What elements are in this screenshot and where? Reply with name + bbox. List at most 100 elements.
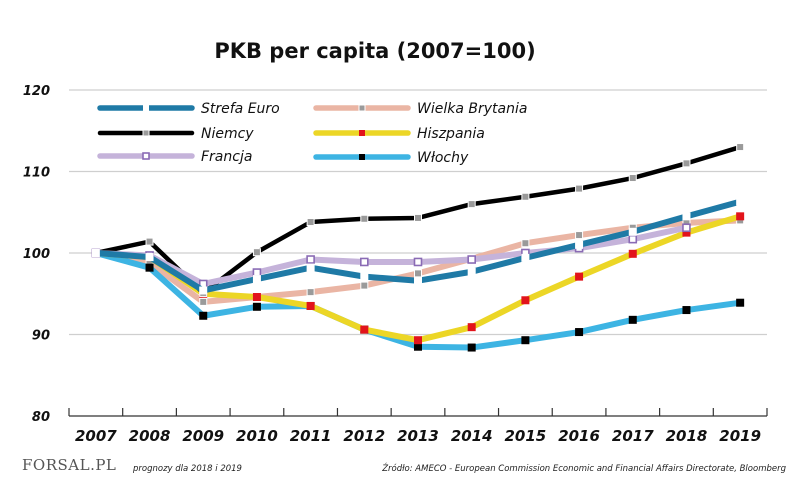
data-point — [360, 214, 369, 223]
legend-item: Niemcy — [97, 126, 254, 142]
x-tick-label: 2016 — [558, 427, 600, 445]
data-point — [628, 174, 637, 183]
x-tick-label: 2013 — [397, 427, 439, 445]
data-point — [682, 212, 691, 221]
data-point — [628, 234, 638, 244]
data-point — [413, 257, 423, 267]
legend-marker — [358, 104, 366, 112]
y-tick-label: 110 — [23, 166, 50, 181]
data-point — [467, 323, 476, 332]
data-point — [252, 302, 261, 311]
legend-label: Francja — [201, 149, 252, 165]
data-point — [628, 227, 637, 236]
y-tick-label: 120 — [23, 84, 50, 99]
legend: Strefa Euro Niemcy Francja Wielka Brytania H… — [97, 101, 527, 166]
data-point — [628, 315, 637, 324]
legend-marker — [142, 152, 150, 160]
legend-item: Hiszpania — [313, 126, 485, 142]
data-point — [360, 257, 369, 267]
data-point — [521, 253, 530, 262]
x-tick-label: 2007 — [75, 427, 117, 445]
forsal-logo: FORSAL.PL — [22, 456, 116, 474]
data-point — [628, 249, 637, 258]
y-tick-label: 80 — [32, 410, 50, 425]
data-point — [360, 325, 369, 334]
data-point — [252, 268, 262, 277]
legend-item: Włochy — [313, 150, 469, 166]
x-tick-label: 2017 — [612, 427, 654, 445]
data-point — [414, 336, 422, 345]
legend-label: Hiszpania — [417, 126, 485, 142]
x-tick-label: 2015 — [505, 427, 547, 445]
legend-item: Wielka Brytania — [313, 101, 527, 117]
data-point — [575, 240, 584, 249]
data-point — [252, 275, 261, 284]
data-point — [467, 267, 476, 276]
x-tick-label: 2009 — [182, 427, 224, 445]
series-strefa-euro — [91, 197, 745, 295]
data-point — [145, 237, 154, 246]
legend-label: Strefa Euro — [201, 101, 280, 117]
x-tick-label: 2012 — [343, 427, 385, 445]
data-point — [414, 269, 422, 278]
source-note: Źródło: AMECO - European Commission Econ… — [381, 462, 786, 474]
data-point — [736, 143, 745, 152]
footer: FORSAL.PL prognozy dla 2018 i 2019 Źródł… — [22, 456, 787, 474]
x-axis: 2007 2008 2009 2010 2011 2012 2013 2014 2015 2016… — [68, 408, 768, 445]
data-point — [306, 218, 315, 227]
data-point — [145, 253, 154, 262]
data-point — [575, 231, 584, 240]
data-point — [521, 239, 530, 248]
x-tick-label: 2018 — [666, 427, 708, 445]
data-point — [521, 192, 530, 201]
data-point — [199, 297, 208, 306]
data-point — [360, 272, 369, 281]
legend-label: Włochy — [417, 150, 469, 166]
data-point — [682, 228, 691, 237]
data-point — [575, 272, 584, 281]
x-tick-label: 2019 — [719, 427, 761, 445]
data-point — [360, 281, 369, 290]
data-point — [306, 301, 315, 310]
data-point — [145, 263, 154, 272]
data-point — [575, 328, 584, 337]
data-point — [467, 255, 476, 264]
legend-marker — [142, 129, 150, 137]
legend-marker — [143, 105, 149, 111]
data-point — [467, 343, 476, 352]
data-point — [521, 336, 530, 345]
series-line — [92, 250, 744, 351]
forecast-note: prognozy dla 2018 i 2019 — [132, 464, 242, 474]
data-point — [736, 298, 745, 307]
data-point — [306, 263, 315, 272]
series-line — [92, 224, 690, 287]
data-point — [414, 276, 422, 285]
legend-marker — [359, 154, 365, 160]
data-point — [736, 197, 745, 206]
x-tick-label: 2010 — [236, 427, 278, 445]
y-axis-ticks: 80 90 100 110 120 — [23, 84, 50, 425]
legend-item: Francja — [97, 149, 252, 165]
data-point — [736, 212, 745, 221]
data-point — [252, 248, 261, 257]
y-tick-label: 100 — [23, 247, 50, 262]
data-point — [521, 296, 530, 305]
x-tick-label: 2014 — [451, 427, 493, 445]
data-point — [467, 200, 476, 209]
data-point — [682, 306, 691, 315]
legend-label: Niemcy — [201, 126, 254, 142]
data-point — [414, 342, 422, 351]
data-point — [575, 184, 584, 193]
legend-item: Strefa Euro — [97, 101, 280, 117]
data-point — [682, 159, 691, 168]
y-tick-label: 90 — [32, 329, 50, 344]
legend-label: Wielka Brytania — [417, 101, 527, 117]
series-lines — [91, 143, 745, 352]
data-point — [91, 249, 100, 257]
data-point — [306, 255, 315, 264]
data-point — [199, 286, 208, 295]
data-point — [199, 311, 208, 320]
chart-title: PKB per capita (2007=100) — [214, 39, 535, 63]
gridlines — [69, 89, 767, 336]
